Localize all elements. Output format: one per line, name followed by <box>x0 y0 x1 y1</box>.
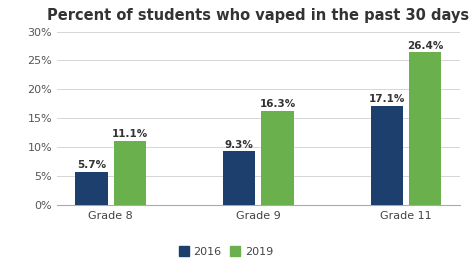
Title: Percent of students who vaped in the past 30 days: Percent of students who vaped in the pas… <box>47 8 469 23</box>
Text: 5.7%: 5.7% <box>77 160 106 170</box>
Text: 9.3%: 9.3% <box>225 140 254 150</box>
Bar <box>371 106 403 205</box>
Text: 11.1%: 11.1% <box>112 129 148 139</box>
Bar <box>409 52 441 205</box>
Bar <box>223 151 255 205</box>
Bar <box>261 111 294 205</box>
Legend: 2016, 2019: 2016, 2019 <box>174 242 278 261</box>
Text: 17.1%: 17.1% <box>369 94 405 104</box>
Bar <box>114 141 146 205</box>
Text: 16.3%: 16.3% <box>259 99 296 109</box>
Bar <box>75 172 108 205</box>
Text: 26.4%: 26.4% <box>407 41 443 51</box>
